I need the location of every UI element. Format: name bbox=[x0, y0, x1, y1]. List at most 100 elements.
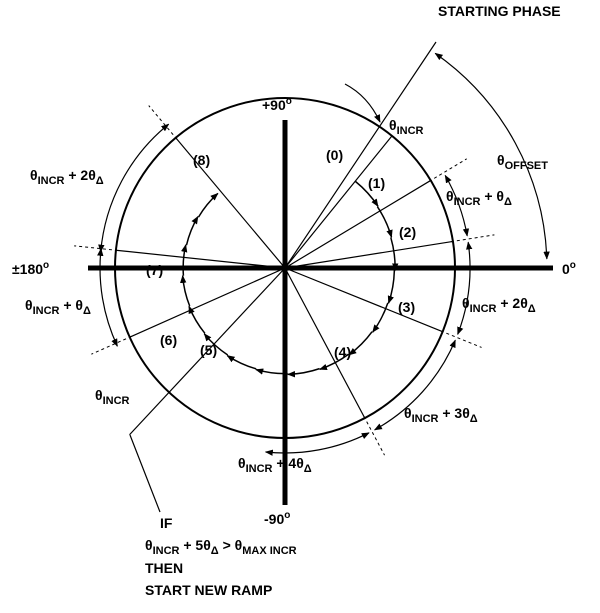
text-part: Δ bbox=[504, 196, 512, 208]
drawing-layer: +90o-90o0o±180o(0)(1)(2)(3)(4)(5)(6)(7)(… bbox=[12, 52, 576, 598]
angle-arc bbox=[97, 247, 118, 347]
text-part: Δ bbox=[528, 303, 536, 315]
text-part: 0 bbox=[562, 261, 570, 277]
text-part: θ bbox=[446, 188, 454, 204]
text-part: + 2θ bbox=[496, 295, 527, 311]
text-part: START NEW RAMP bbox=[145, 582, 272, 598]
ray bbox=[284, 179, 432, 269]
spiral-arrow bbox=[376, 206, 393, 238]
text-part: INCR bbox=[454, 196, 481, 208]
spiral-arrow bbox=[185, 215, 199, 246]
text-part: THEN bbox=[145, 560, 183, 576]
text-part: INCR bbox=[246, 463, 273, 475]
text-part: o bbox=[570, 260, 576, 271]
tick bbox=[91, 335, 132, 355]
ray bbox=[284, 240, 454, 269]
angle-label: θINCR + θΔ bbox=[446, 188, 512, 208]
text-part: -90 bbox=[264, 511, 284, 527]
ray-label: (7) bbox=[146, 262, 163, 278]
note-line: THEN bbox=[145, 560, 183, 576]
angle-label: θINCR + 4θΔ bbox=[238, 455, 312, 475]
spiral-arrow bbox=[286, 367, 320, 378]
spiral-arrow bbox=[197, 192, 219, 218]
text-part: + 5θ bbox=[179, 537, 210, 553]
tick bbox=[450, 234, 495, 243]
text-part: + θ bbox=[59, 297, 83, 313]
text-part: INCR bbox=[153, 545, 180, 557]
starting-phase-label: STARTING PHASE bbox=[438, 3, 561, 19]
axis-label: 0o bbox=[562, 260, 576, 277]
text-part: Δ bbox=[83, 305, 91, 317]
note-line: IF bbox=[160, 515, 173, 531]
ray-label: (4) bbox=[334, 344, 351, 360]
note-leader bbox=[129, 434, 161, 513]
text-part: θ bbox=[25, 297, 33, 313]
axis-label: ±180o bbox=[12, 260, 49, 277]
text-part: Δ bbox=[304, 463, 312, 475]
ray-label: (5) bbox=[200, 342, 217, 358]
text-part: IF bbox=[160, 515, 173, 531]
ray bbox=[129, 267, 286, 436]
ray-label: (1) bbox=[368, 175, 385, 191]
text-part: + 3θ bbox=[438, 405, 469, 421]
ray-label: (0) bbox=[326, 147, 343, 163]
angle-label: θINCR bbox=[95, 387, 130, 407]
ray-label: (2) bbox=[399, 224, 416, 240]
ray bbox=[175, 137, 286, 269]
text-part: Δ bbox=[211, 545, 219, 557]
text-part: INCR bbox=[412, 413, 439, 425]
text-part: θ bbox=[404, 405, 412, 421]
spiral-arrow bbox=[203, 333, 229, 356]
text-part: θ bbox=[462, 295, 470, 311]
spiral-arrow bbox=[387, 270, 396, 304]
note-line: START NEW RAMP bbox=[145, 582, 272, 598]
note-line: θINCR + 5θΔ > θMAX INCR bbox=[145, 537, 297, 557]
angle-arc bbox=[434, 52, 550, 260]
text-part: MAX INCR bbox=[242, 545, 296, 557]
spiral-arrow bbox=[255, 368, 288, 375]
spiral-arrow bbox=[226, 354, 257, 370]
tick bbox=[74, 245, 118, 251]
ray bbox=[284, 267, 443, 333]
text-part: + 2θ bbox=[64, 167, 95, 183]
ray bbox=[129, 267, 286, 338]
text-part: θ bbox=[145, 537, 153, 553]
spiral-arrow bbox=[319, 353, 349, 371]
text-part: Δ bbox=[470, 413, 478, 425]
spiral-arrow bbox=[372, 302, 389, 333]
angle-label: θINCR + 2θΔ bbox=[462, 295, 536, 315]
angle-label: θINCR + 3θΔ bbox=[404, 405, 478, 425]
ray bbox=[284, 267, 366, 419]
angle-label: θOFFSET bbox=[497, 152, 548, 172]
text-part: θ bbox=[497, 152, 505, 168]
angle-label: θINCR bbox=[389, 117, 424, 137]
text-part: o bbox=[286, 96, 292, 107]
text-part: > θ bbox=[219, 537, 243, 553]
incr-arrow bbox=[344, 83, 381, 123]
tick bbox=[428, 158, 467, 182]
axis-label: -90o bbox=[264, 510, 290, 527]
text-part: ±180 bbox=[12, 261, 43, 277]
text-part: θ bbox=[30, 167, 38, 183]
text-part: INCR bbox=[33, 305, 60, 317]
text-part: + 4θ bbox=[272, 455, 303, 471]
angle-arc bbox=[98, 123, 170, 253]
ray-label: (6) bbox=[160, 332, 177, 348]
text-part: INCR bbox=[38, 175, 65, 187]
text-part: o bbox=[284, 510, 290, 521]
text-part: INCR bbox=[470, 303, 497, 315]
tick bbox=[440, 330, 482, 348]
text-part: θ bbox=[389, 117, 397, 133]
spiral-arrow bbox=[354, 180, 379, 207]
angle-arc bbox=[457, 241, 473, 336]
text-part: θ bbox=[238, 455, 246, 471]
text-part: INCR bbox=[397, 125, 424, 137]
ray-label: (8) bbox=[193, 152, 210, 168]
axis-label: +90o bbox=[262, 96, 292, 113]
text-part: Δ bbox=[96, 175, 104, 187]
spiral-arrow bbox=[348, 331, 373, 356]
text-part: OFFSET bbox=[505, 160, 549, 172]
text-part: + θ bbox=[480, 188, 504, 204]
ray bbox=[284, 135, 393, 269]
spiral-arrow bbox=[188, 305, 206, 334]
